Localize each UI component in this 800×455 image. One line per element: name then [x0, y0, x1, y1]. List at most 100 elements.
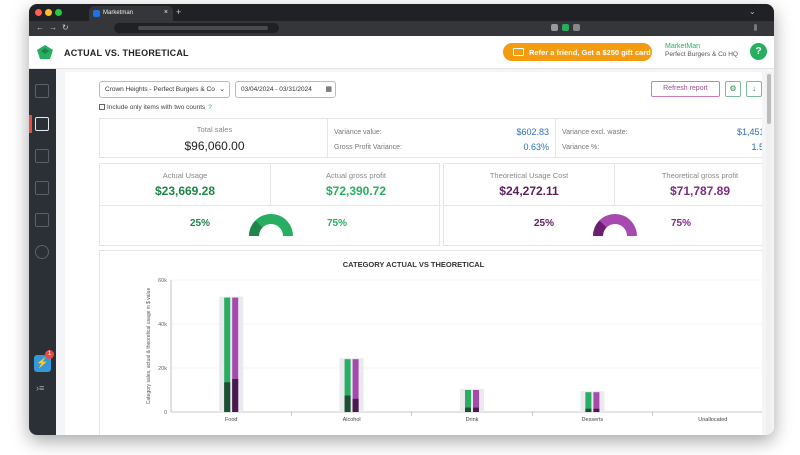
bookmark-icon[interactable] [573, 24, 580, 31]
category-chart-card [99, 250, 762, 435]
bar-drink-0 [465, 390, 471, 412]
y-tick-label: 20k [158, 366, 167, 372]
sidebar-item-reports-icon[interactable] [35, 117, 49, 131]
close-window-icon[interactable] [35, 9, 42, 16]
x-tick-label: Unallocated [698, 417, 727, 423]
theoretical-gauge-usage-arc [593, 220, 607, 236]
sidebar-item-analytics-icon[interactable] [35, 213, 49, 227]
app-header: ACTUAL VS. THEORETICAL Refer a friend, G… [29, 36, 774, 69]
browser-window: Marketman × + ⌄ ← → ↻ ACTUAL VS. THEORET… [29, 4, 774, 435]
two-counts-checkbox[interactable] [99, 104, 105, 111]
variance-excl-value: $1,451.16 [736, 127, 762, 137]
minimize-window-icon[interactable] [45, 9, 52, 16]
sidebar: ⚡ 1 ›≡ [29, 69, 56, 435]
browser-tab-title: Marketman [103, 10, 134, 16]
scrollbar-thumb[interactable] [767, 74, 771, 124]
refresh-report-button[interactable]: Refresh report [651, 81, 720, 97]
bar-desserts-1 [585, 408, 592, 412]
calendar-icon: ▦ [325, 86, 332, 93]
bar-drink-3 [473, 407, 479, 412]
extension-icon[interactable] [551, 24, 558, 31]
forward-icon[interactable]: → [49, 23, 57, 32]
gp-variance-label: Gross Profit Variance: [334, 144, 402, 151]
theoretical-usage-value: $24,272.11 [499, 184, 559, 198]
bar-alcohol-3 [352, 398, 359, 412]
bar-alcohol-0 [344, 359, 351, 412]
date-range-value: 03/04/2024 - 03/31/2024 [241, 86, 312, 93]
theoretical-usage-label: Theoretical Usage Cost [489, 171, 569, 180]
total-sales-value: $96,060.00 [184, 139, 245, 153]
x-tick-label: Drink [466, 417, 479, 423]
refer-friend-label: Refer a friend, Get a $250 gift card [529, 48, 651, 57]
maximize-window-icon[interactable] [55, 9, 62, 16]
location-value: Crown Heights - Perfect Burgers & Co [105, 86, 215, 93]
user-org: Perfect Burgers & Co HQ [665, 51, 738, 58]
chevron-down-icon: ⌄ [219, 86, 225, 93]
user-name: MarketMan [665, 43, 701, 50]
theoretical-gp-value: $71,787.89 [669, 184, 731, 198]
help-button[interactable]: ? [750, 43, 767, 60]
bar-background [219, 296, 244, 412]
page-scrollbar[interactable] [766, 72, 772, 435]
address-bar: ← → ↻ [29, 21, 774, 36]
bar-drink-2 [473, 390, 479, 412]
back-icon[interactable]: ← [36, 23, 44, 32]
sidebar-item-orders-icon[interactable] [35, 84, 49, 98]
actual-usage-value: $23,669.28 [154, 184, 216, 198]
bar-food-2 [232, 297, 239, 412]
chart-title: CATEGORY ACTUAL VS THEORETICAL [342, 260, 485, 269]
sidebar-item-settings-icon[interactable] [35, 245, 49, 259]
bar-alcohol-1 [344, 395, 351, 412]
tab-search-icon[interactable]: ⌄ [749, 7, 756, 16]
integrations-button[interactable]: ⚡ [34, 355, 51, 372]
theoretical-card: Theoretical Usage Cost $24,272.11 Theore… [443, 163, 762, 246]
bar-background [339, 358, 364, 412]
download-icon[interactable]: ↓ [746, 81, 762, 97]
date-range-picker[interactable]: 03/04/2024 - 03/31/2024 ▦ [235, 81, 336, 98]
close-tab-icon[interactable]: × [163, 9, 168, 16]
settings-gear-icon[interactable]: ⚙ [725, 81, 741, 97]
actual-gp-label: Actual gross profit [325, 171, 387, 180]
browser-menu-icon[interactable] [754, 24, 757, 31]
sidebar-item-delivery-icon[interactable] [35, 149, 49, 163]
report-content: Crown Heights - Perfect Burgers & Co ⌄ 0… [65, 72, 762, 435]
browser-tab[interactable]: Marketman × [89, 6, 173, 21]
theoretical-gp-label: Theoretical gross profit [661, 171, 739, 180]
location-select[interactable]: Crown Heights - Perfect Burgers & Co ⌄ [99, 81, 230, 98]
refer-friend-button[interactable]: Refer a friend, Get a $250 gift card [503, 43, 652, 61]
gp-variance-value: 0.63% [523, 142, 549, 152]
actual-gp-pct: 75% [327, 218, 348, 229]
x-tick-label: Food [225, 417, 238, 423]
expand-sidebar-icon[interactable]: ›≡ [36, 383, 45, 393]
browser-tab-bar: Marketman × + ⌄ [29, 4, 774, 21]
bar-desserts-0 [585, 392, 592, 412]
new-tab-icon[interactable]: + [176, 7, 182, 17]
bar-background [460, 389, 484, 412]
marketman-logo-icon[interactable] [37, 45, 53, 59]
user-menu[interactable]: MarketMan Perfect Burgers & Co HQ [665, 43, 738, 59]
sidebar-item-inventory-icon[interactable] [35, 181, 49, 195]
bar-desserts-2 [593, 392, 600, 412]
y-tick-label: 0 [164, 410, 167, 416]
theoretical-gp-pct: 75% [671, 218, 692, 229]
variance-excl-label: Variance excl. waste: [562, 129, 628, 136]
url-field[interactable] [114, 23, 279, 33]
two-counts-label: Include only items with two counts [107, 104, 206, 111]
two-counts-help-icon[interactable]: ? [208, 104, 212, 111]
actual-gauge [249, 214, 293, 236]
notification-badge: 1 [45, 350, 54, 359]
theoretical-gauge [593, 214, 637, 236]
variance-card: Variance value: $602.83 Gross Profit Var… [327, 118, 556, 158]
x-tick-label: Desserts [582, 417, 604, 423]
bar-food-1 [224, 382, 231, 412]
bar-food-3 [232, 379, 239, 412]
gift-card-icon [513, 48, 524, 56]
two-counts-checkbox-row[interactable]: Include only items with two counts? [99, 104, 212, 111]
extension-icon[interactable] [562, 24, 569, 31]
reload-icon[interactable]: ↻ [62, 23, 69, 32]
variance-pct-label: Variance %: [562, 144, 600, 151]
bar-alcohol-2 [352, 359, 359, 412]
actual-card: Actual Usage $23,669.28 Actual gross pro… [99, 163, 441, 246]
y-axis-label: Category sales, actual & theoretical usa… [146, 288, 152, 405]
actual-gp-value: $72,390.72 [325, 184, 387, 198]
